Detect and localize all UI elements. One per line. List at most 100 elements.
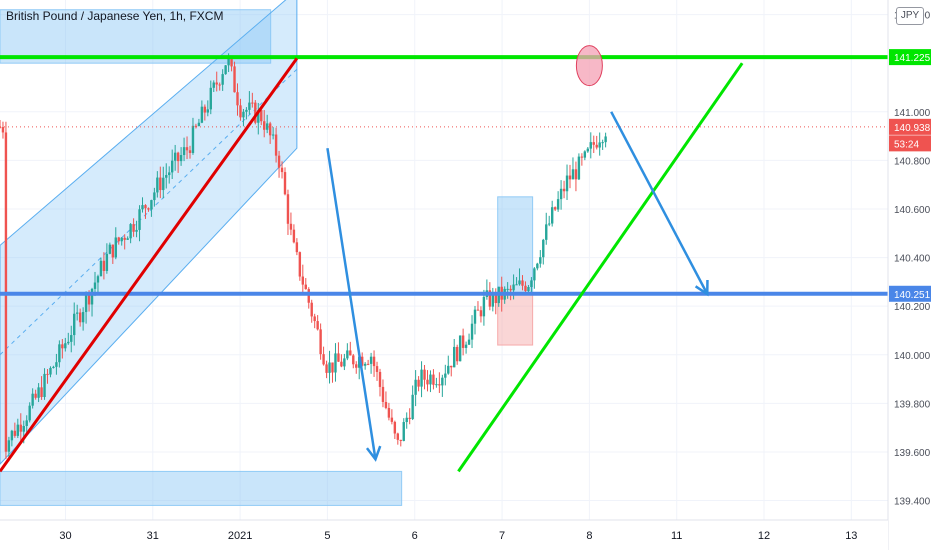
candle-body [260,110,263,122]
candle-body [295,242,299,253]
candle-body [268,123,272,136]
y-tick-label: 140.400 [894,254,931,265]
candle-body [548,223,551,225]
candle-body [414,379,417,395]
candle-body [435,384,438,386]
candle-body [117,237,120,242]
candles [0,53,607,462]
candle-body [595,144,598,148]
candle-body [337,353,340,362]
currency-badge[interactable]: JPY [896,7,924,25]
candle-body [90,288,94,305]
projection-arrow [610,111,709,295]
y-tick-label: 139.400 [894,497,931,508]
candle-body [556,199,560,210]
long-stop-box [497,293,534,346]
price-tag [889,285,931,302]
marker-circle [575,45,603,87]
candle-body [453,346,456,368]
candle-body [304,284,307,290]
candle-body [10,430,14,441]
price-tag [889,118,931,135]
x-tick-label: 31 [147,530,159,542]
candle-body [73,313,76,336]
candle-body [423,369,426,380]
green-trendline [457,62,744,473]
y-tick-label: 139.800 [894,399,931,410]
candle-body [298,252,302,277]
candle-body [408,417,411,420]
candle-body [1,127,5,133]
candle-body [203,106,207,113]
candle-body [274,134,278,156]
candle-body [577,156,581,180]
candle-body [372,356,376,367]
candle-body [123,237,126,240]
candle-body [366,363,370,365]
candle-body [494,292,497,304]
candle-body [55,362,58,367]
candle-body [176,152,180,162]
drop-arrow [326,148,377,460]
price-tag [889,49,931,66]
candle-body [283,172,287,195]
candle-body [257,110,260,123]
candle-body [455,346,459,362]
y-tick-label: 139.600 [894,448,931,459]
x-tick-label: 11 [671,530,682,542]
candle-body [527,287,530,292]
x-tick-label: 13 [845,530,857,542]
candle-body [126,238,129,240]
candle-body [405,417,408,423]
candle-body [349,350,352,356]
candle-body [479,310,483,317]
candle-body [461,335,465,348]
candle-body [536,263,539,269]
x-tick-label: 6 [412,530,418,542]
candle-body [542,239,545,258]
candle-body [200,106,204,123]
candle-body [444,373,447,378]
price-tag-label: 141.225 [894,53,931,64]
candle-body [7,440,11,452]
candle-body [93,282,97,289]
candle-body [46,373,49,375]
candle-body [135,229,138,232]
y-tick-label: 140.000 [894,351,931,362]
drop-arrow-head [365,445,382,462]
candle-body [218,84,221,86]
candle-body [182,147,186,156]
x-tick-label: 8 [586,530,592,542]
candle-body [111,244,115,258]
candle-body [248,102,251,110]
candle-body [194,125,198,127]
candle-body [28,405,31,421]
candle-body [242,111,245,118]
ascending-channel [0,0,298,465]
candle-body [438,384,441,386]
candle-body [37,387,40,398]
candle-body [173,152,177,161]
candle-body [604,136,607,143]
candle-body [402,422,405,441]
y-tick-label: 140.200 [894,302,931,313]
candle-body [473,309,477,324]
candle-body [512,284,515,291]
candle-body [307,289,310,303]
candle-body [52,366,55,368]
candle-body [355,364,358,368]
price-tag-label: 53:24 [894,139,919,150]
candle-body [450,365,453,368]
candle-body [390,417,394,422]
candle-body [515,284,518,286]
candle-body [441,377,444,386]
candle-body [147,208,150,210]
candle-body [458,335,462,362]
candle-body [363,363,367,366]
candle-body [313,316,316,322]
candle-body [343,358,346,367]
candle-body [417,379,420,387]
candle-body [67,341,70,344]
